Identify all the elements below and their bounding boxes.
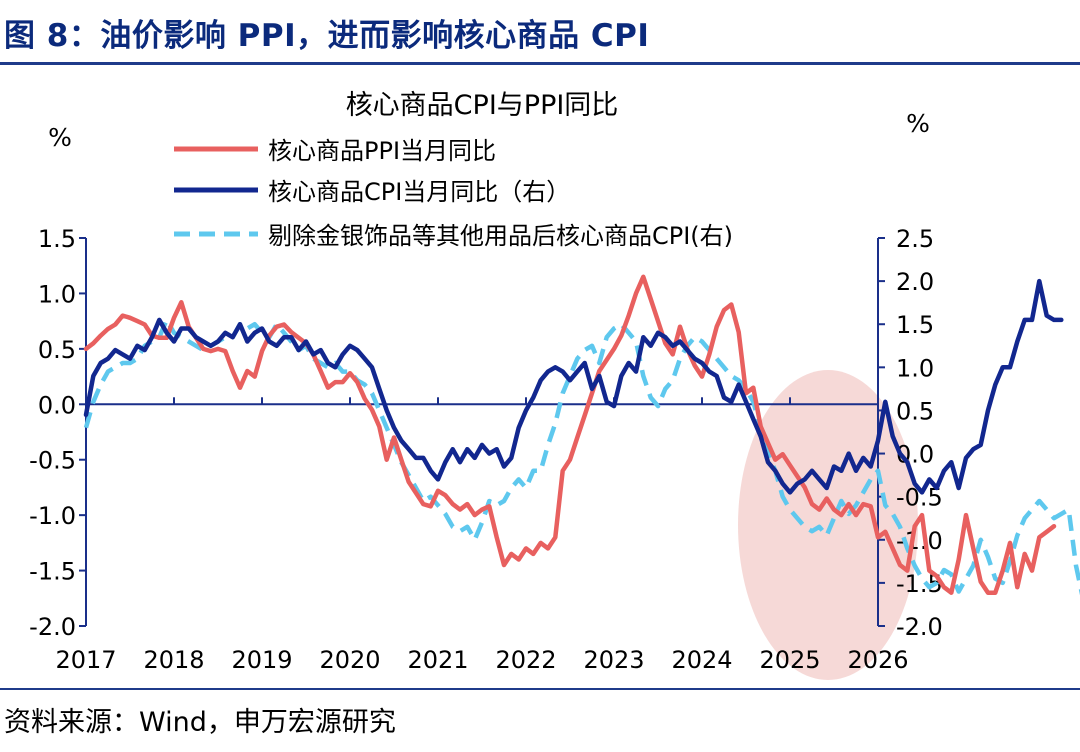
left-y-tick-label: 1.5 <box>38 225 76 253</box>
axes: 1.5 1.0 0.5 0.0 -0.5 -1.0 -1.5 -2.0 2.5 2.0 1.5 1.0… <box>29 225 943 674</box>
chart: 核心商品CPI与PPI同比 % % 1.5 1.0 0.5 0.0 -0.5 -1.0 -1… <box>29 90 1080 680</box>
right-axis-unit: % <box>906 109 930 138</box>
x-tick-label: 2021 <box>407 646 468 674</box>
legend: 核心商品PPI当月同比 核心商品CPI当月同比（右） 剔除金银饰品等其他用品后核… <box>174 137 733 250</box>
series-line-cpi-ex <box>83 317 1080 596</box>
right-y-tick-label: -2.0 <box>896 613 943 641</box>
x-tick-label: 2022 <box>495 646 556 674</box>
left-y-tick-label: 0.5 <box>38 336 76 364</box>
x-tick-label: 2024 <box>671 646 732 674</box>
left-y-tick-label: 0.0 <box>38 391 76 419</box>
right-y-tick-label: 0.5 <box>896 397 934 425</box>
series-layer <box>83 274 1080 596</box>
legend-label-cpi: 核心商品CPI当月同比（右） <box>268 178 570 206</box>
x-tick-label: 2025 <box>759 646 820 674</box>
x-tick-label: 2019 <box>231 646 292 674</box>
right-y-tick-label: 1.0 <box>896 354 934 382</box>
x-tick-label: 2020 <box>319 646 380 674</box>
highlight-ellipse <box>738 370 918 680</box>
left-y-tick-label: -2.0 <box>29 613 76 641</box>
left-y-tick-label: 1.0 <box>38 280 76 308</box>
right-y-tick-label: 1.5 <box>896 311 934 339</box>
source-note: 资料来源：Wind，申万宏源研究 <box>4 707 396 738</box>
left-y-tick-label: -1.5 <box>29 558 76 586</box>
x-tick-label: 2023 <box>583 646 644 674</box>
left-axis-unit: % <box>48 123 72 152</box>
figure-title: 图 8：油价影响 PPI，进而影响核心商品 CPI <box>4 18 650 54</box>
legend-label-ppi: 核心商品PPI当月同比 <box>268 137 496 165</box>
right-y-tick-label: 2.5 <box>896 225 934 253</box>
left-y-tick-label: -1.0 <box>29 502 76 530</box>
left-y-tick-label: -0.5 <box>29 447 76 475</box>
x-tick-label: 2026 <box>847 646 908 674</box>
series-line-cpi <box>83 278 1064 495</box>
top-rule <box>0 62 1080 65</box>
chart-title: 核心商品CPI与PPI同比 <box>346 90 619 121</box>
right-y-tick-label: 2.0 <box>896 268 934 296</box>
x-tick-label: 2018 <box>143 646 204 674</box>
bottom-rule <box>0 688 1080 690</box>
series-line-ppi <box>83 274 1057 595</box>
x-tick-label: 2017 <box>55 646 116 674</box>
legend-label-cpi-ex: 剔除金银饰品等其他用品后核心商品CPI(右) <box>268 222 733 250</box>
